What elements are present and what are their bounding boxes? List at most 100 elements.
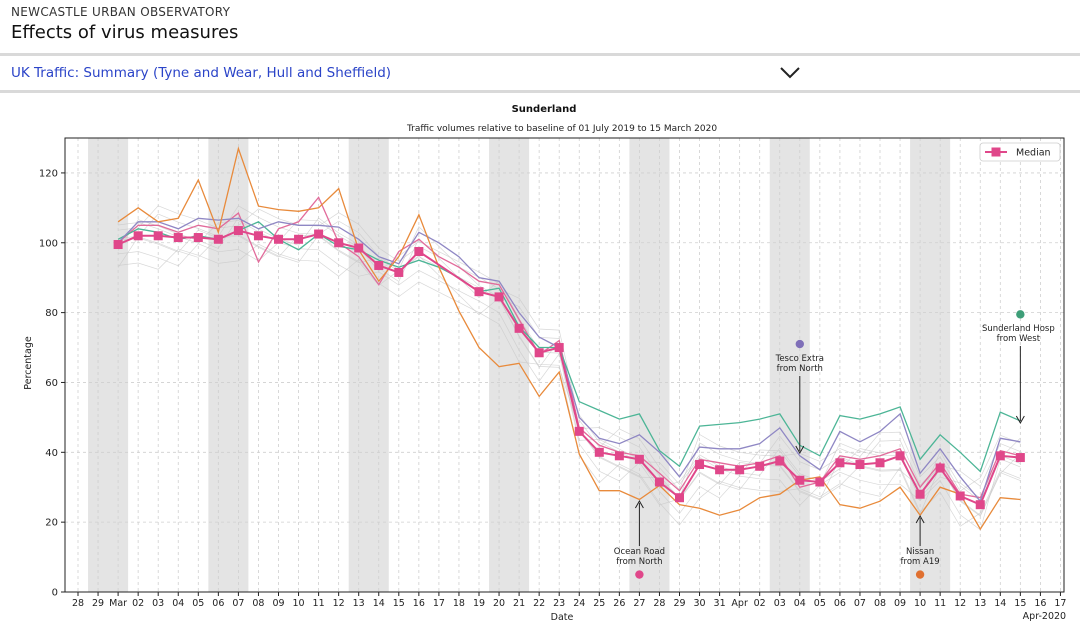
median-marker bbox=[835, 458, 845, 468]
annotation-label: Ocean Road bbox=[614, 547, 665, 557]
annotation-label: from North bbox=[777, 364, 823, 374]
x-tick-label: 14 bbox=[373, 598, 385, 609]
dashboard-selector-label[interactable]: UK Traffic: Summary (Tyne and Wear, Hull… bbox=[11, 65, 392, 81]
series-line bbox=[117, 221, 1021, 473]
x-tick-label: 24 bbox=[573, 598, 585, 609]
y-tick-label: 0 bbox=[52, 588, 58, 599]
x-tick-label: 10 bbox=[914, 598, 926, 609]
legend: Median bbox=[979, 142, 1061, 162]
chart-title: Sunderland bbox=[512, 104, 577, 115]
median-marker bbox=[634, 454, 644, 464]
x-tick-label: 09 bbox=[272, 598, 284, 609]
y-tick-label: 120 bbox=[39, 168, 58, 179]
x-tick-label: 13 bbox=[353, 598, 365, 609]
x-tick-label: 20 bbox=[493, 598, 505, 609]
median-marker bbox=[1015, 453, 1025, 463]
page-title: Effects of virus measures bbox=[11, 22, 239, 43]
page-header: NEWCASTLE URBAN OBSERVATORY Effects of v… bbox=[0, 0, 1080, 52]
x-tick-label: 25 bbox=[593, 598, 605, 609]
annotation-label: Tesco Extra bbox=[775, 354, 824, 364]
median-marker bbox=[514, 323, 524, 333]
x-tick-label: 29 bbox=[673, 598, 685, 609]
x-tick-label: 02 bbox=[132, 598, 144, 609]
median-marker bbox=[715, 465, 725, 475]
x-tick-label: 12 bbox=[333, 598, 345, 609]
median-marker bbox=[855, 460, 865, 470]
x-tick-label: 04 bbox=[172, 598, 184, 609]
y-tick-label: 40 bbox=[45, 448, 58, 459]
median-marker bbox=[394, 267, 404, 277]
x-tick-label: 18 bbox=[453, 598, 465, 609]
median-line bbox=[117, 229, 1021, 507]
annotation-label: from West bbox=[997, 334, 1041, 344]
median-marker bbox=[133, 231, 143, 241]
median-marker bbox=[875, 458, 885, 468]
median-marker bbox=[314, 229, 324, 239]
y-tick-label: 100 bbox=[39, 238, 58, 249]
x-tick-label: Apr bbox=[731, 598, 748, 609]
median-marker bbox=[614, 451, 624, 461]
weekend-shade bbox=[348, 138, 389, 592]
x-tick-label: 07 bbox=[232, 598, 244, 609]
median-marker bbox=[253, 231, 263, 241]
legend-label: Median bbox=[1016, 148, 1051, 159]
x-tick-label: 21 bbox=[513, 598, 525, 609]
x-tick-label: 19 bbox=[473, 598, 485, 609]
x-tick-label: 06 bbox=[834, 598, 846, 609]
x-tick-label: 05 bbox=[192, 598, 204, 609]
annotation-dot bbox=[915, 570, 925, 579]
annotation-arrowhead bbox=[795, 445, 805, 455]
x-tick-label: 03 bbox=[774, 598, 786, 609]
median-marker bbox=[274, 234, 283, 244]
median-marker bbox=[935, 463, 945, 473]
x-tick-label: 30 bbox=[694, 598, 706, 609]
weekend-shade bbox=[208, 138, 249, 592]
median-marker bbox=[294, 234, 304, 244]
dashboard-selector[interactable]: UK Traffic: Summary (Tyne and Wear, Hull… bbox=[0, 56, 1080, 90]
median-marker bbox=[233, 226, 243, 236]
median-marker bbox=[494, 292, 504, 302]
y-axis-label: Percentage bbox=[23, 336, 34, 390]
chart-subtitle: Traffic volumes relative to baseline of … bbox=[406, 124, 717, 134]
x-axis-label: Date bbox=[551, 612, 574, 623]
annotation-label: from North bbox=[616, 557, 662, 567]
annotation-label: from A19 bbox=[901, 557, 940, 567]
median-marker bbox=[755, 461, 765, 471]
median-marker bbox=[955, 491, 965, 501]
median-marker bbox=[654, 477, 664, 487]
series-line bbox=[117, 217, 1021, 503]
line-chart: Sunderland Traffic volumes relative to b… bbox=[23, 104, 1066, 623]
weekend-shade bbox=[769, 138, 810, 592]
median-marker bbox=[735, 465, 745, 475]
x-tick-label: 08 bbox=[252, 598, 264, 609]
chevron-down-icon[interactable] bbox=[778, 64, 802, 80]
weekend-shade bbox=[88, 138, 129, 592]
x-tick-label: 14 bbox=[994, 598, 1006, 609]
median-marker bbox=[474, 287, 484, 297]
x-tick-label: 08 bbox=[874, 598, 886, 609]
median-marker bbox=[995, 451, 1005, 461]
legend-marker bbox=[991, 147, 1001, 157]
x-tick-label: 28 bbox=[653, 598, 665, 609]
median-marker bbox=[554, 343, 564, 353]
divider bbox=[0, 53, 1080, 56]
x-tick-label: 27 bbox=[633, 598, 645, 609]
x-tick-label: 31 bbox=[714, 598, 726, 609]
median-marker bbox=[374, 260, 384, 270]
x-tick-label: 12 bbox=[954, 598, 966, 609]
x-tick-label: 03 bbox=[152, 598, 164, 609]
x-tick-label: 05 bbox=[814, 598, 826, 609]
median-marker bbox=[173, 233, 183, 243]
annotation-label: Sunderland Hosp bbox=[982, 324, 1055, 334]
background-line bbox=[118, 242, 1021, 531]
x-tick-label: 09 bbox=[894, 598, 906, 609]
annotation-dot bbox=[795, 339, 804, 349]
x-tick-label: 07 bbox=[854, 598, 866, 609]
x-tick-label: 16 bbox=[413, 598, 425, 609]
x-tick-label: Mar bbox=[109, 598, 127, 609]
x-tick-label: 06 bbox=[212, 598, 224, 609]
median-marker bbox=[153, 231, 163, 241]
x-tick-label-extra: Apr-2020 bbox=[1023, 611, 1066, 622]
median-marker bbox=[675, 493, 684, 503]
